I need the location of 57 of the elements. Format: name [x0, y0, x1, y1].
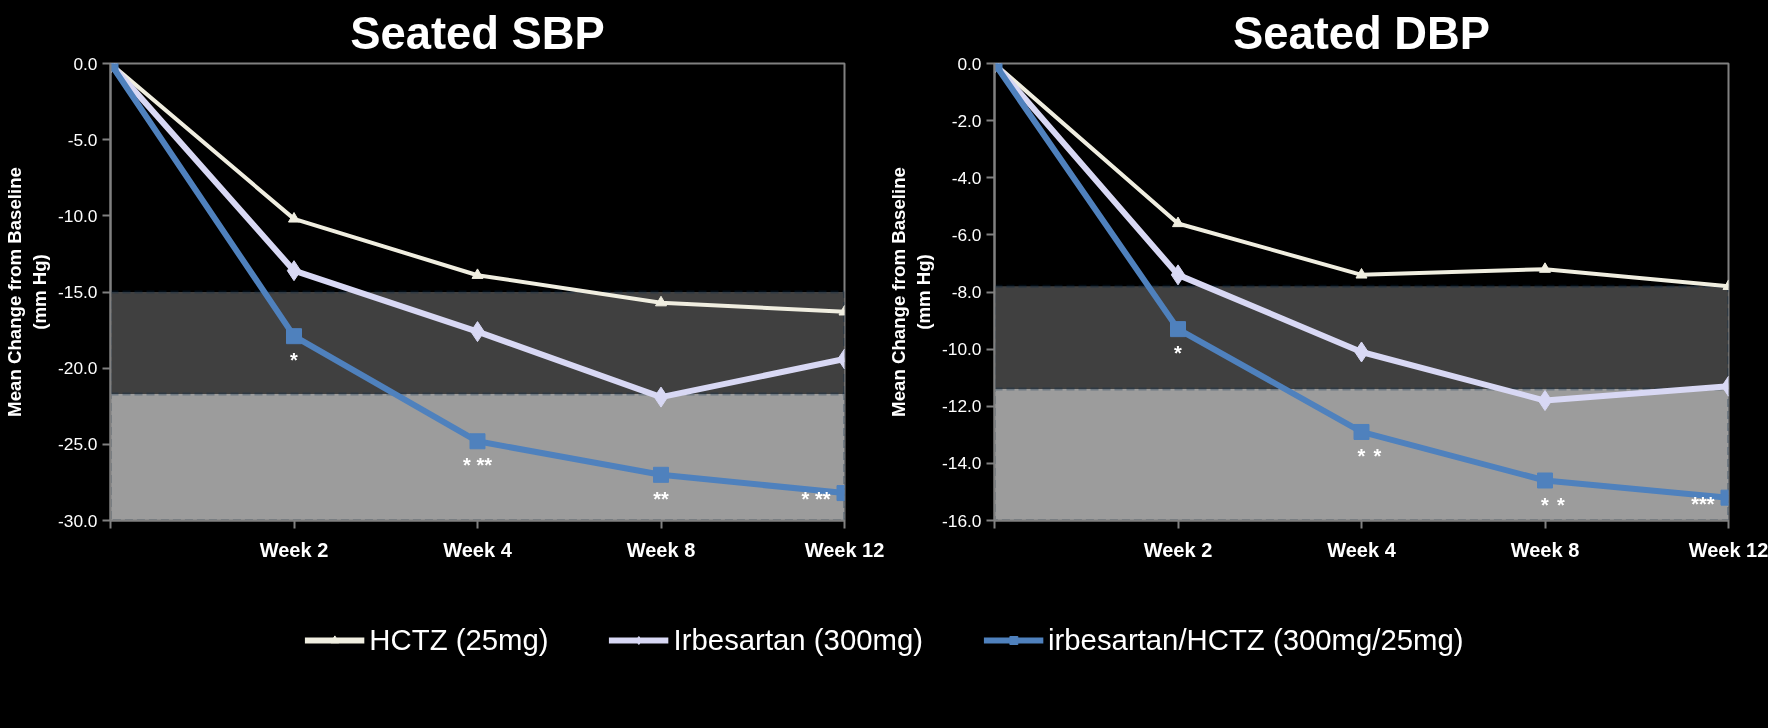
y-tick-label: -30.0: [58, 510, 98, 531]
annotation: * **: [801, 488, 831, 511]
legend-label: Irbesartan (300mg): [673, 623, 924, 657]
x-tick-label: Week 12: [804, 538, 885, 561]
point: [286, 260, 302, 282]
x-tick-label: Week 4: [1327, 538, 1397, 561]
y-tick-label: 0.0: [957, 53, 982, 74]
y-tick-label: -16.0: [942, 510, 982, 531]
annotation: *: [1541, 493, 1550, 516]
annotation: *: [1174, 342, 1183, 365]
point: [1172, 216, 1184, 228]
annotation: *: [1557, 493, 1566, 516]
y-tick-label: -4.0: [951, 167, 982, 188]
point: [1539, 262, 1551, 273]
y-tick-label: 0.0: [73, 53, 98, 74]
point: [286, 328, 302, 345]
annotation: *: [1373, 444, 1382, 467]
x-tick-label: Week 4: [443, 538, 513, 561]
legend-label: HCTZ (25mg): [369, 623, 549, 657]
x-tick-label: Week 2: [1143, 538, 1213, 561]
annotation: **: [653, 487, 669, 510]
annotation: *: [1357, 444, 1366, 467]
point: [469, 433, 486, 450]
point: [1170, 264, 1186, 286]
point: [653, 466, 669, 483]
x-tick-label: Week 12: [1688, 538, 1768, 561]
point: [1170, 321, 1186, 338]
y-tick-label: -8.0: [951, 282, 982, 302]
x-tick-label: Week 2: [259, 538, 329, 561]
point: [653, 386, 669, 408]
y-tick-label: -10.0: [58, 205, 98, 226]
x-tick-label: Week 8: [1510, 538, 1580, 561]
annotation: ***: [1691, 492, 1715, 515]
y-tick-label: -10.0: [942, 339, 982, 360]
annotation: * **: [463, 454, 493, 477]
y-tick-label: -5.0: [67, 129, 98, 150]
y-tick-label: -12.0: [942, 396, 982, 417]
point: [1355, 268, 1368, 279]
y-axis-title: Mean Change from Baseline (mm Hg): [3, 167, 50, 417]
y-tick-label: -15.0: [58, 282, 98, 302]
legend-label: irbesartan/HCTZ (300mg/25mg): [1048, 623, 1464, 657]
y-tick-label: -25.0: [58, 434, 98, 455]
point: [1537, 472, 1553, 489]
y-tick-label: -6.0: [951, 224, 982, 245]
y-tick-label: -14.0: [942, 453, 982, 474]
point: [655, 295, 667, 307]
y-tick-label: -2.0: [951, 110, 982, 131]
point: [471, 268, 484, 279]
annotation: *: [290, 349, 299, 372]
y-tick-label: -20.0: [58, 358, 98, 379]
chart-title: Seated SBP: [350, 7, 605, 59]
point: [1537, 390, 1553, 412]
chart-title: Seated DBP: [1233, 7, 1490, 59]
y-axis-title: Mean Change from Baseline (mm Hg): [887, 167, 934, 417]
point: [288, 212, 300, 223]
x-tick-label: Week 8: [626, 538, 696, 561]
point: [1353, 423, 1370, 440]
